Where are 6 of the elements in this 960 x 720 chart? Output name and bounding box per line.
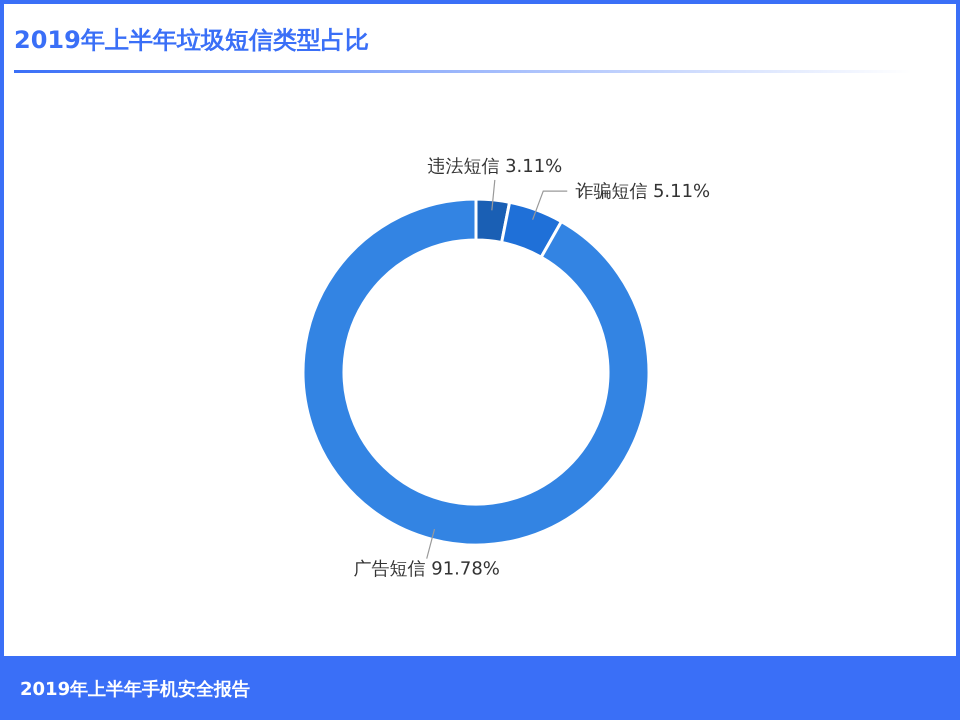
text: 2019年上半年手机安全报告	[20, 679, 250, 700]
slice-label: 诈骗短信 5.11%	[575, 181, 710, 202]
slice-label: 广告短信 91.78%	[354, 558, 500, 580]
slice-label: 违法短信 3.11%	[427, 156, 562, 177]
chart-title: 2019年上半年垃圾短信类型占比	[14, 26, 369, 54]
donut-slice	[302, 198, 650, 546]
